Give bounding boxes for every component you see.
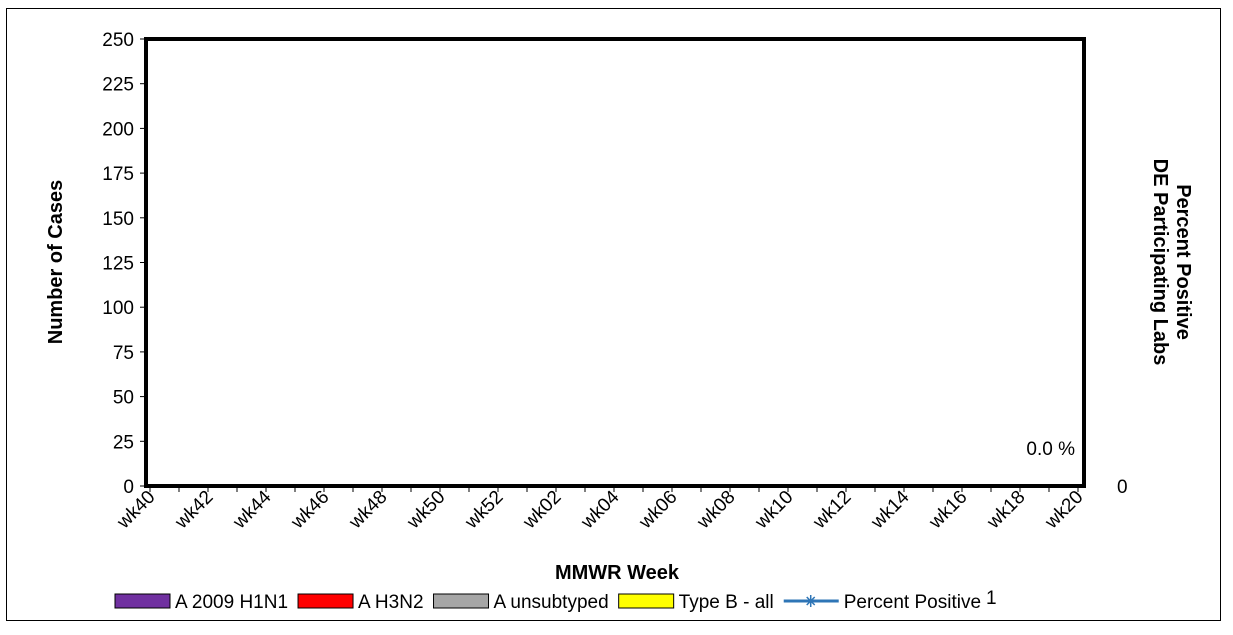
- legend-label: Percent Positive: [844, 592, 981, 613]
- legend-label: A unsubtyped: [494, 592, 609, 613]
- x-tick-label: wk20: [1041, 487, 1088, 534]
- y-tick-label: 75: [113, 343, 134, 364]
- y-tick-label: 250: [102, 30, 134, 51]
- y2-tick-label: 0: [1117, 477, 1128, 498]
- legend-label: Type B - all: [679, 592, 774, 613]
- x-axis-title: MMWR Week: [555, 562, 680, 584]
- legend-swatch: [297, 593, 354, 609]
- y-tick-label: 50: [113, 388, 134, 409]
- y-tick-label: 175: [102, 164, 134, 185]
- x-tick-label: wk42: [171, 487, 218, 534]
- x-tick-label: wk06: [635, 487, 682, 534]
- chart-frame: 0 25 50 75 100 125 150 175 200 225 250 wk40 wk42 wk4…: [6, 8, 1221, 621]
- legend-swatch: [433, 593, 490, 609]
- x-tick-label: wk16: [925, 487, 972, 534]
- x-tick-label: wk48: [345, 487, 392, 534]
- y-axis-title: Number of Cases: [45, 180, 67, 345]
- x-tick-label: wk52: [461, 487, 508, 534]
- x-tick-label: wk44: [229, 486, 276, 533]
- y-axis-ticks: 0 25 50 75 100 125 150 175 200 225 250: [102, 30, 146, 498]
- x-tick-label: wk18: [983, 487, 1030, 534]
- y-tick-label: 225: [102, 75, 134, 96]
- y2-axis-ticks: 0: [1117, 477, 1128, 498]
- x-tick-label: wk12: [809, 487, 856, 534]
- x-tick-label: wk50: [403, 487, 450, 534]
- plot-area: [144, 37, 1086, 488]
- x-tick-label: wk04: [577, 486, 624, 533]
- y2-axis-title-line2: DE Participating Labs: [1149, 159, 1171, 366]
- legend-label: A 2009 H1N1: [175, 592, 288, 613]
- y-tick-label: 25: [113, 432, 134, 453]
- y-tick-label: 150: [102, 209, 134, 230]
- legend: A 2009 H1N1 A H3N2 A unsubtyped Type B - al…: [114, 588, 997, 613]
- y-tick-label: 0: [123, 477, 134, 498]
- percent-positive-annotation: 0.0 %: [1026, 439, 1075, 460]
- legend-label: A H3N2: [358, 592, 423, 613]
- y2-axis-title-line1: Percent Positive: [1172, 184, 1194, 340]
- x-tick-label: wk40: [113, 487, 160, 534]
- legend-asterisk-marker: [804, 595, 817, 607]
- x-tick-label: wk08: [693, 487, 740, 534]
- y-tick-label: 125: [102, 254, 134, 275]
- x-tick-label: wk02: [519, 487, 566, 534]
- y-tick-label: 100: [102, 298, 134, 319]
- x-tick-label: wk10: [751, 487, 798, 534]
- x-tick-label: wk14: [867, 486, 914, 533]
- x-axis-ticks: wk40 wk42 wk44 wk46 wk48 wk50 wk52 wk02 wk04 wk06…: [113, 486, 1088, 534]
- legend-superscript: 1: [986, 588, 997, 609]
- x-tick-label: wk46: [287, 487, 334, 534]
- y-tick-label: 200: [102, 119, 134, 140]
- legend-swatch: [114, 593, 171, 609]
- legend-swatch: [618, 593, 675, 609]
